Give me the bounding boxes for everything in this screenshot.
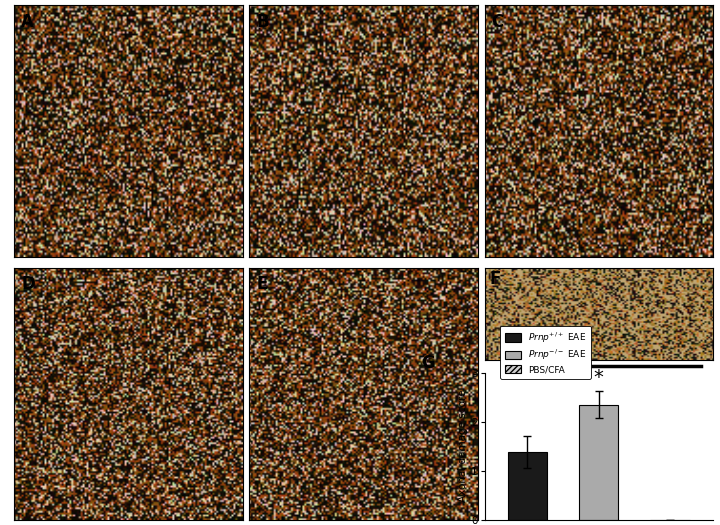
Bar [508, 452, 547, 520]
Text: *: * [594, 368, 603, 387]
Text: A: A [22, 13, 34, 31]
Text: E: E [256, 275, 268, 293]
Text: G: G [420, 353, 434, 372]
Legend: $Prnp^{+/+}$ EAE, $Prnp^{-/-}$ EAE, PBS/CFA: $Prnp^{+/+}$ EAE, $Prnp^{-/-}$ EAE, PBS/… [500, 326, 591, 379]
Bar [579, 404, 618, 520]
Text: F: F [489, 270, 500, 288]
Text: B: B [256, 13, 269, 31]
Text: C: C [492, 13, 504, 31]
Y-axis label: Axonal damage score: Axonal damage score [458, 390, 468, 502]
Text: D: D [22, 275, 35, 293]
